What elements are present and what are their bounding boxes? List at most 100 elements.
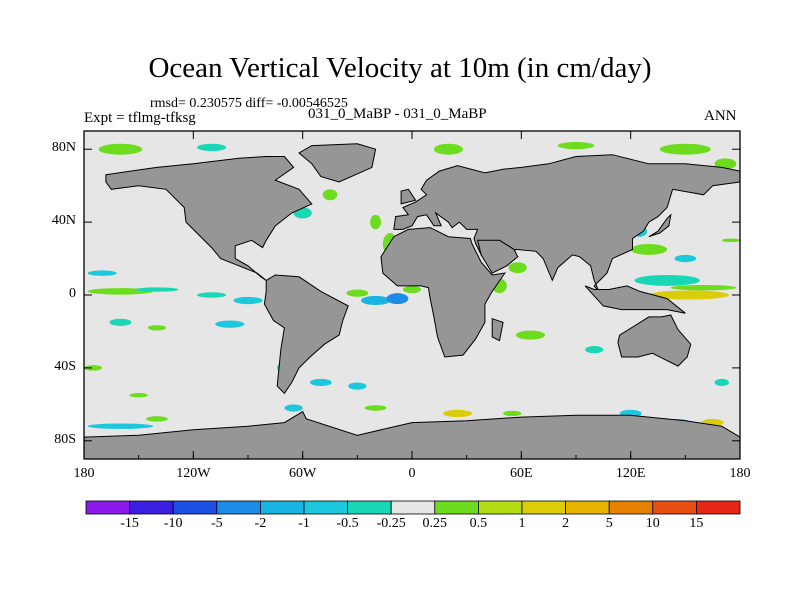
anomaly-patch <box>557 141 595 150</box>
colorbar-swatch <box>390 500 436 515</box>
y-tick-label: 80S <box>54 431 76 447</box>
x-tick-label: 0 <box>408 466 416 481</box>
colorbar-swatch <box>347 500 392 515</box>
experiment-label: Expt = tflmg-tfksg <box>84 110 196 126</box>
land-africa <box>380 227 506 358</box>
x-tick-label: 60W <box>289 466 317 481</box>
anomaly-patch <box>346 289 369 297</box>
anomaly-patch <box>674 254 697 263</box>
land-japan <box>648 213 672 238</box>
anomaly-patch <box>630 243 668 255</box>
land-indonesia <box>584 285 686 314</box>
colorbar-level-label: 15 <box>689 516 704 531</box>
anomaly-patch <box>233 296 263 305</box>
land-antarctica <box>84 410 740 459</box>
anomaly-patch <box>670 284 737 291</box>
x-tick-label: 120W <box>176 466 211 481</box>
anomaly-patch <box>84 365 103 371</box>
anomaly-patch <box>147 325 166 331</box>
anomaly-patch <box>634 274 700 286</box>
anomaly-patch <box>360 295 391 306</box>
x-tick-label: 60E <box>510 466 533 481</box>
colorbar-swatch <box>565 500 610 515</box>
colorbar-level-label: -0.5 <box>336 516 359 531</box>
land-north-america <box>105 156 313 281</box>
case-label: 031_0_MaBP - 031_0_MaBP <box>308 106 487 122</box>
y-tick-label: 80N <box>51 140 76 156</box>
colorbar-swatch <box>477 500 523 515</box>
anomaly-patch <box>648 290 730 300</box>
anomaly-patch <box>309 378 332 387</box>
anomaly-patch <box>370 214 382 230</box>
colorbar-level-label: -0.25 <box>376 516 406 531</box>
x-tick-label: 180 <box>729 466 751 481</box>
colorbar-level-label: -10 <box>163 516 183 531</box>
axis-ticks <box>83 131 741 459</box>
anomaly-patch <box>508 262 527 274</box>
anomaly-patch <box>585 346 604 354</box>
anomaly-patch <box>433 143 464 155</box>
land-masses <box>84 143 740 459</box>
anomaly-patch <box>364 405 387 411</box>
anomaly-patch <box>109 318 132 326</box>
colorbar-swatch <box>259 500 305 515</box>
colorbar-swatch <box>521 500 566 515</box>
land-south-america <box>263 274 349 395</box>
anomaly-patch <box>402 285 422 294</box>
colorbar-swatch <box>172 500 218 515</box>
colorbar-level-label: -2 <box>254 516 267 531</box>
anomaly-patch <box>515 330 546 340</box>
land-greenland <box>298 143 377 183</box>
colorbar-level-label: -1 <box>298 516 310 531</box>
anomaly-patches <box>84 141 740 429</box>
anomaly-patch <box>503 410 522 417</box>
anomaly-patch <box>284 404 303 412</box>
colorbar-swatch <box>216 500 261 515</box>
y-tick-label: 0 <box>69 286 76 301</box>
colorbar-level-label: 1 <box>518 516 526 531</box>
anomaly-patch <box>348 382 367 390</box>
colorbar-swatch <box>434 500 479 515</box>
anomaly-patch <box>129 393 148 398</box>
x-tick-label: 180 <box>73 466 95 481</box>
anomaly-patch <box>714 378 730 387</box>
land-british-isles <box>400 188 417 205</box>
chart-title: Ocean Vertical Velocity at 10m (in cm/da… <box>148 52 652 84</box>
anomaly-patch <box>659 143 711 155</box>
land-eurasia <box>393 154 740 294</box>
anomaly-patch <box>87 270 117 276</box>
anomaly-patch <box>215 320 245 328</box>
land-australia <box>617 314 692 367</box>
colorbar <box>85 500 741 515</box>
colorbar-swatch <box>608 500 654 515</box>
land-madagascar <box>491 318 504 342</box>
colorbar-swatch <box>696 500 741 515</box>
colorbar-level-label: 5 <box>605 516 613 531</box>
y-tick-label: 40S <box>54 358 76 374</box>
anomaly-patch <box>714 158 737 170</box>
anomaly-patch <box>87 423 154 429</box>
anomaly-patch <box>196 143 227 152</box>
colorbar-swatch <box>652 500 697 515</box>
season-label: ANN <box>704 108 737 124</box>
stats-text: rmsd= 0.230575 diff= -0.00546525 <box>150 96 348 111</box>
anomaly-patch <box>442 409 473 418</box>
anomaly-patch <box>386 293 409 305</box>
colorbar-swatch <box>129 500 174 515</box>
colorbar-level-label: -15 <box>120 516 139 531</box>
anomaly-patch <box>135 287 179 292</box>
anomaly-patch <box>322 189 338 201</box>
y-tick-label: 40N <box>51 213 76 229</box>
colorbar-swatch <box>303 500 348 515</box>
x-tick-label: 120E <box>615 466 646 481</box>
anomaly-patch <box>721 238 740 243</box>
colorbar-level-label: -5 <box>210 516 223 531</box>
anomaly-patch <box>145 416 168 422</box>
anomaly-patch <box>98 143 143 155</box>
land-arabia <box>476 239 519 274</box>
colorbar-level-label: 0.25 <box>422 516 448 531</box>
colorbar-level-label: 2 <box>562 516 570 531</box>
colorbar-level-label: 0.5 <box>469 516 488 531</box>
colorbar-level-label: 10 <box>645 516 660 531</box>
